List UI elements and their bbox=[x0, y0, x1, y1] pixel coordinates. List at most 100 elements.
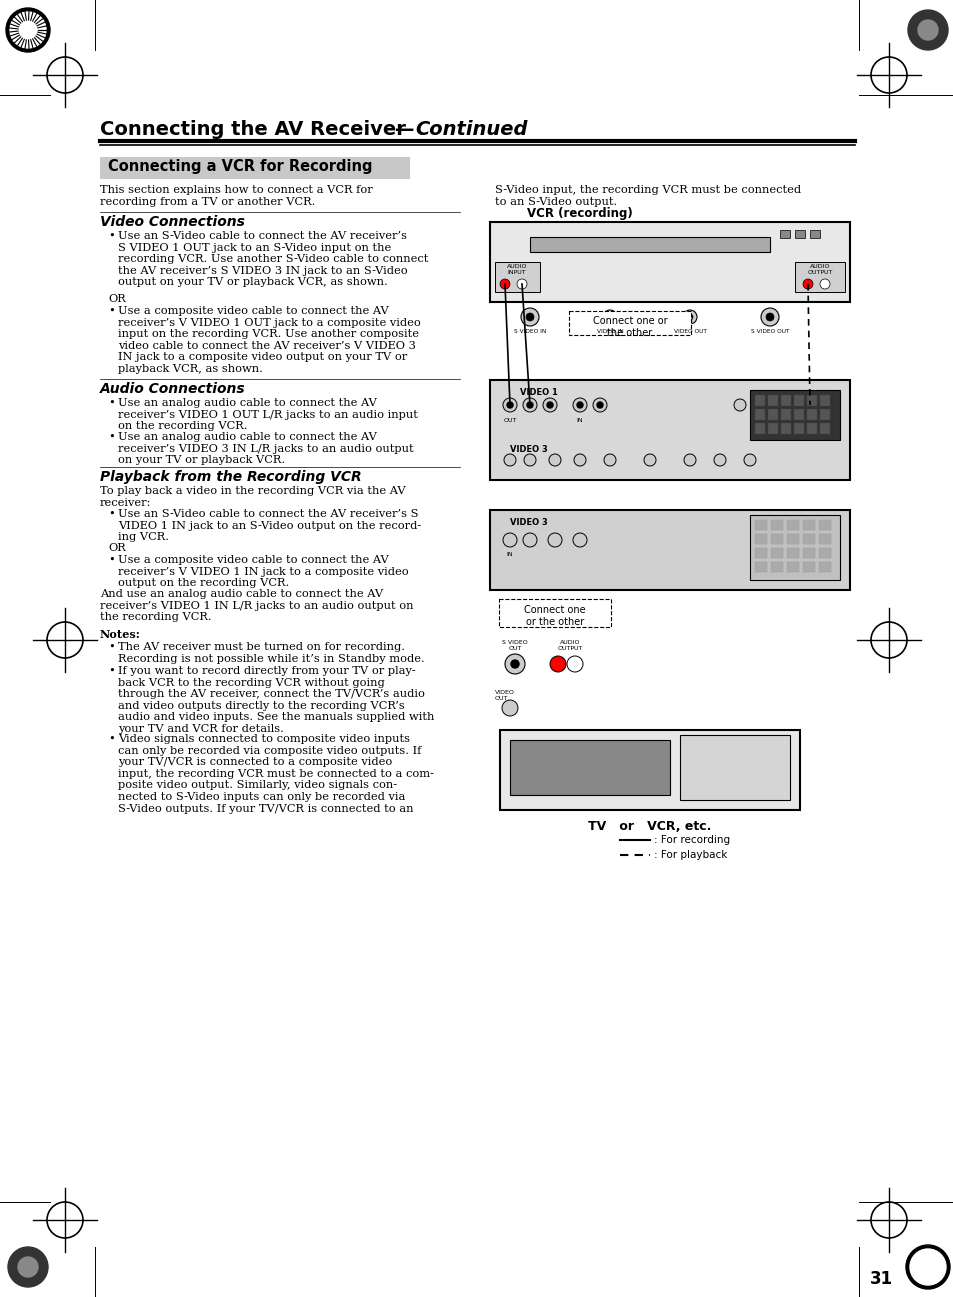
Bar bbox=[818, 562, 830, 572]
Text: And use an analog audio cable to connect the AV
receiver’s VIDEO 1 IN L/R jacks : And use an analog audio cable to connect… bbox=[100, 589, 413, 623]
Bar bbox=[781, 396, 790, 406]
Text: OUT: OUT bbox=[503, 418, 517, 423]
Bar bbox=[802, 520, 814, 530]
Circle shape bbox=[603, 454, 616, 466]
Circle shape bbox=[546, 402, 553, 409]
Bar bbox=[786, 549, 799, 558]
Text: Use an analog audio cable to connect the AV
receiver’s VIDEO 1 OUT L/R jacks to : Use an analog audio cable to connect the… bbox=[118, 398, 417, 431]
Circle shape bbox=[773, 399, 785, 411]
Text: Continued: Continued bbox=[415, 121, 527, 139]
Bar bbox=[499, 730, 800, 811]
Bar bbox=[820, 423, 829, 434]
Text: S VIDEO IN: S VIDEO IN bbox=[514, 329, 546, 335]
Circle shape bbox=[502, 533, 517, 547]
Bar bbox=[820, 396, 829, 406]
Bar bbox=[495, 262, 539, 292]
Bar bbox=[770, 549, 782, 558]
Bar bbox=[806, 409, 816, 420]
FancyBboxPatch shape bbox=[498, 599, 610, 626]
Bar bbox=[793, 409, 803, 420]
Circle shape bbox=[760, 307, 779, 326]
Text: Connecting a VCR for Recording: Connecting a VCR for Recording bbox=[108, 160, 372, 174]
Text: —: — bbox=[395, 121, 414, 139]
Text: Connect one or
the other: Connect one or the other bbox=[592, 316, 666, 337]
Text: : For recording: : For recording bbox=[654, 835, 729, 846]
Bar bbox=[780, 230, 789, 239]
Text: : For playback: : For playback bbox=[654, 850, 726, 860]
Text: This section explains how to connect a VCR for
recording from a TV or another VC: This section explains how to connect a V… bbox=[100, 185, 373, 206]
Bar bbox=[530, 237, 769, 252]
Circle shape bbox=[501, 700, 517, 716]
Circle shape bbox=[574, 454, 585, 466]
Circle shape bbox=[765, 313, 773, 320]
Circle shape bbox=[909, 1249, 945, 1285]
Circle shape bbox=[713, 454, 725, 466]
Text: Connecting the AV Receiver: Connecting the AV Receiver bbox=[100, 121, 405, 139]
Circle shape bbox=[917, 19, 937, 40]
Bar bbox=[802, 534, 814, 543]
Bar bbox=[754, 409, 764, 420]
Bar bbox=[806, 396, 816, 406]
Bar bbox=[806, 423, 816, 434]
Text: AUDIO
OUTPUT: AUDIO OUTPUT bbox=[557, 639, 582, 651]
Bar bbox=[767, 396, 778, 406]
Bar bbox=[749, 390, 840, 440]
Text: •: • bbox=[108, 432, 114, 442]
Text: Use an analog audio cable to connect the AV
receiver’s VIDEO 3 IN L/R jacks to a: Use an analog audio cable to connect the… bbox=[118, 432, 414, 466]
Text: Video signals connected to composite video inputs
can only be recorded via compo: Video signals connected to composite vid… bbox=[118, 734, 434, 813]
Circle shape bbox=[18, 1257, 38, 1278]
Circle shape bbox=[517, 279, 526, 289]
Circle shape bbox=[566, 656, 582, 672]
Circle shape bbox=[602, 310, 617, 324]
Text: VIDEO OUT: VIDEO OUT bbox=[673, 329, 706, 335]
Text: S VIDEO
OUT: S VIDEO OUT bbox=[501, 639, 527, 651]
Circle shape bbox=[522, 533, 537, 547]
Circle shape bbox=[643, 454, 656, 466]
Text: •: • bbox=[108, 398, 114, 409]
Text: •: • bbox=[108, 306, 114, 316]
Text: S-Video input, the recording VCR must be connected
to an S-Video output.: S-Video input, the recording VCR must be… bbox=[495, 185, 801, 206]
Text: Use a composite video cable to connect the AV
receiver’s V VIDEO 1 OUT jack to a: Use a composite video cable to connect t… bbox=[118, 306, 420, 374]
Circle shape bbox=[802, 279, 812, 289]
Text: Use an S-Video cable to connect the AV receiver’s
S VIDEO 1 OUT jack to an S-Vid: Use an S-Video cable to connect the AV r… bbox=[118, 231, 428, 288]
Bar bbox=[793, 423, 803, 434]
Text: Audio Connections: Audio Connections bbox=[100, 383, 245, 396]
Text: •: • bbox=[108, 642, 114, 652]
Bar bbox=[770, 520, 782, 530]
Circle shape bbox=[548, 454, 560, 466]
Text: VIDEO
OUT: VIDEO OUT bbox=[495, 690, 515, 700]
Bar bbox=[786, 534, 799, 543]
Text: To play back a video in the recording VCR via the AV
receiver:: To play back a video in the recording VC… bbox=[100, 486, 405, 507]
Text: OR: OR bbox=[108, 294, 126, 303]
Bar bbox=[510, 741, 669, 795]
Circle shape bbox=[606, 314, 613, 320]
Circle shape bbox=[753, 399, 765, 411]
Text: •: • bbox=[108, 555, 114, 565]
Text: Connect one
or the other: Connect one or the other bbox=[523, 604, 585, 626]
Bar bbox=[793, 396, 803, 406]
Bar bbox=[770, 562, 782, 572]
Bar bbox=[794, 230, 804, 239]
Circle shape bbox=[597, 402, 602, 409]
Text: TV   or   VCR, etc.: TV or VCR, etc. bbox=[588, 820, 711, 833]
Text: VIDEO 3: VIDEO 3 bbox=[510, 518, 547, 527]
Text: If you want to record directly from your TV or play-
back VCR to the recording V: If you want to record directly from your… bbox=[118, 665, 434, 734]
Text: VIDEO IN: VIDEO IN bbox=[596, 329, 622, 335]
Bar bbox=[818, 520, 830, 530]
Circle shape bbox=[573, 398, 586, 412]
Text: IN: IN bbox=[576, 418, 582, 423]
Circle shape bbox=[511, 660, 518, 668]
Circle shape bbox=[522, 398, 537, 412]
Circle shape bbox=[10, 12, 46, 48]
Circle shape bbox=[503, 454, 516, 466]
Circle shape bbox=[686, 314, 692, 320]
Text: 31: 31 bbox=[869, 1270, 892, 1288]
Bar bbox=[767, 423, 778, 434]
Circle shape bbox=[743, 454, 755, 466]
Text: AUDIO
INPUT: AUDIO INPUT bbox=[506, 265, 527, 275]
Circle shape bbox=[733, 399, 745, 411]
Text: •: • bbox=[108, 734, 114, 744]
Text: The AV receiver must be turned on for recording.
Recording is not possible while: The AV receiver must be turned on for re… bbox=[118, 642, 424, 664]
Bar bbox=[786, 520, 799, 530]
Bar bbox=[754, 562, 766, 572]
